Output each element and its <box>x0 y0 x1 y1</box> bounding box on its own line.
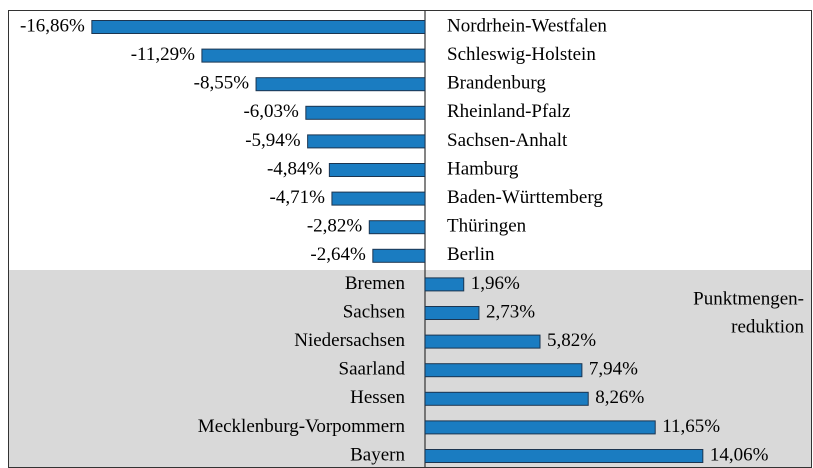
bar <box>305 105 426 120</box>
bar <box>424 420 656 435</box>
value-label: 1,96% <box>471 273 520 294</box>
category-label: Nordrhein-Westfalen <box>447 15 607 36</box>
category-label: Hessen <box>350 387 405 408</box>
bar <box>424 363 583 378</box>
bar <box>91 20 426 34</box>
annotation: Punktmengen- <box>693 288 804 309</box>
bar <box>424 391 589 406</box>
bar <box>307 134 426 149</box>
category-label: Rheinland-Pfalz <box>447 101 570 122</box>
bar <box>424 277 465 292</box>
value-label: 11,65% <box>662 416 720 437</box>
bar <box>424 334 541 349</box>
category-label: Sachsen <box>343 301 406 322</box>
bar <box>255 77 426 92</box>
value-label: -6,03% <box>243 101 299 122</box>
bar <box>331 191 426 206</box>
value-label: -4,84% <box>267 158 323 179</box>
bar <box>201 48 426 63</box>
category-label: Sachsen-Anhalt <box>447 130 568 151</box>
value-label: -2,64% <box>310 244 366 265</box>
value-label: 2,73% <box>486 301 535 322</box>
value-label: -8,55% <box>194 73 250 94</box>
value-label: 7,94% <box>589 359 638 380</box>
value-label: 5,82% <box>547 330 596 351</box>
category-label: Schleswig-Holstein <box>447 44 596 65</box>
value-label: -11,29% <box>131 44 195 65</box>
category-label: Berlin <box>447 244 495 265</box>
category-label: Baden-Württemberg <box>447 187 603 208</box>
bar <box>424 306 480 320</box>
annotation: reduktion <box>731 316 804 337</box>
bar <box>368 220 426 235</box>
category-label: Niedersachsen <box>294 330 405 351</box>
value-label: -5,94% <box>245 130 301 151</box>
bar <box>328 163 426 177</box>
category-label: Mecklenburg-Vorpommern <box>198 416 406 437</box>
bar <box>372 248 426 263</box>
category-label: Brandenburg <box>447 73 546 94</box>
category-label: Bayern <box>350 444 405 465</box>
value-label: -2,82% <box>307 216 363 237</box>
bar <box>424 449 704 463</box>
value-label: -16,86% <box>20 15 85 36</box>
value-label: 8,26% <box>595 387 644 408</box>
category-label: Thüringen <box>447 216 527 237</box>
category-label: Hamburg <box>447 158 519 179</box>
value-label: -4,71% <box>270 187 326 208</box>
shaded-region <box>8 270 812 468</box>
category-label: Bremen <box>345 273 406 294</box>
value-label: 14,06% <box>710 444 769 465</box>
category-label: Saarland <box>339 359 406 380</box>
